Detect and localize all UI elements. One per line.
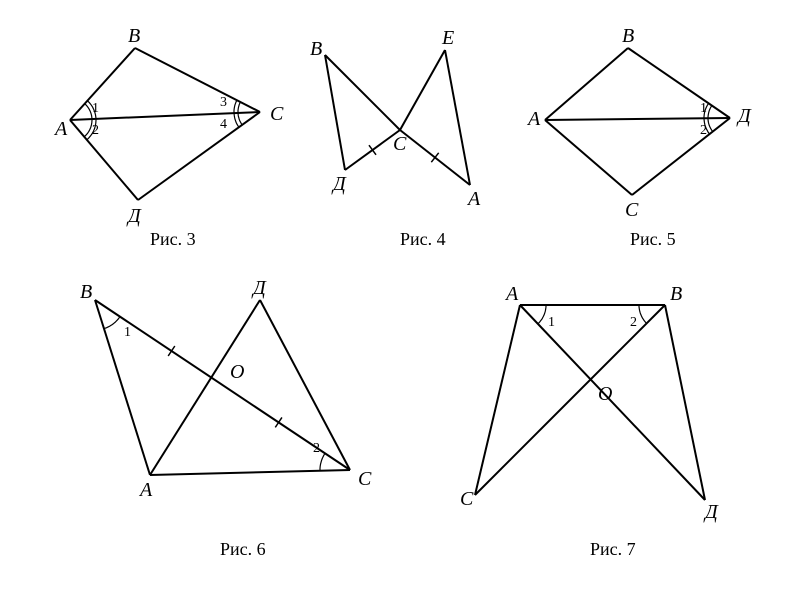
svg-text:O: O [598,383,612,405]
svg-text:2: 2 [630,315,637,330]
svg-text:A: A [466,188,481,210]
svg-text:1: 1 [548,315,555,330]
svg-text:4: 4 [220,117,227,132]
svg-text:Д: Д [126,205,142,227]
svg-text:A: A [504,283,519,305]
svg-text:2: 2 [92,123,99,138]
svg-text:Рис. 4: Рис. 4 [400,229,446,249]
svg-text:A: A [138,479,153,501]
svg-text:B: B [622,25,634,47]
svg-text:1: 1 [92,101,99,116]
geometry-figures: A B C Д 1 2 3 4 Рис. 3 B Д C E A Рис. 4 A B Д C 1 2 Рис. 5 B A Д… [0,0,800,600]
svg-text:2: 2 [700,123,707,138]
fig-3: A B C Д 1 2 3 4 Рис. 3 [53,25,284,249]
svg-text:3: 3 [220,95,227,110]
svg-text:Д: Д [736,105,752,127]
svg-text:Д: Д [331,173,347,195]
svg-text:2: 2 [313,441,320,456]
svg-text:Д: Д [251,277,267,299]
svg-text:A: A [53,118,68,140]
svg-text:C: C [358,468,372,490]
svg-text:C: C [460,488,474,510]
svg-text:Рис. 3: Рис. 3 [150,229,196,249]
svg-text:C: C [270,103,284,125]
svg-text:A: A [526,108,541,130]
svg-text:C: C [625,199,639,221]
svg-text:Рис. 7: Рис. 7 [590,539,636,559]
svg-text:B: B [310,38,322,60]
fig-7: A B C Д O 1 2 Рис. 7 [460,283,719,559]
svg-text:1: 1 [700,101,707,116]
svg-text:Д: Д [703,501,719,523]
fig-4: B Д C E A Рис. 4 [310,27,481,249]
fig-5: A B Д C 1 2 Рис. 5 [526,25,752,249]
svg-text:E: E [441,27,454,49]
svg-text:B: B [80,281,92,303]
svg-text:B: B [128,25,140,47]
svg-text:Рис. 6: Рис. 6 [220,539,266,559]
svg-text:1: 1 [124,325,131,340]
svg-text:O: O [230,361,244,383]
svg-text:B: B [670,283,682,305]
fig-6: B A Д C O 1 2 Рис. 6 [80,277,372,559]
svg-text:Рис. 5: Рис. 5 [630,229,676,249]
svg-text:C: C [393,133,407,155]
